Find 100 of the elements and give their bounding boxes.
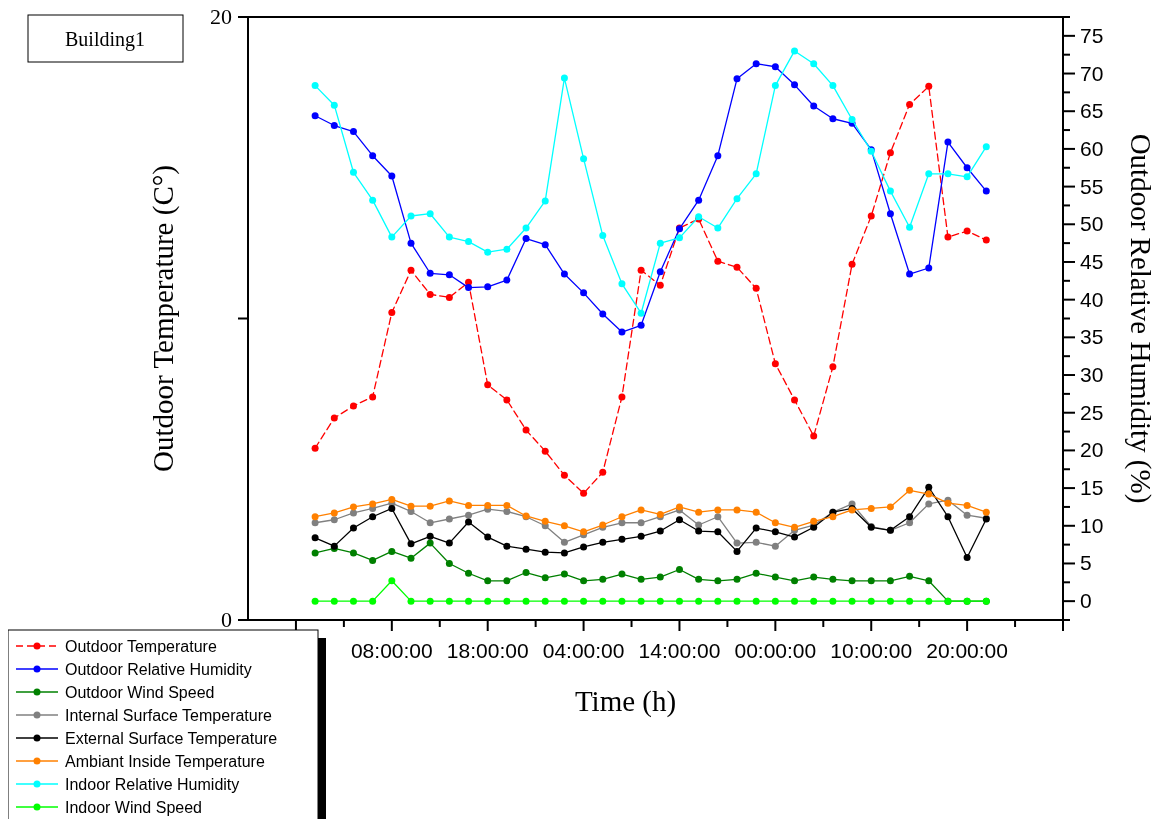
point [714,224,722,232]
point [560,538,568,546]
y2-tick-label: 0 [1080,589,1092,613]
point [618,280,626,288]
point [618,513,626,521]
point [445,539,453,547]
point [349,509,357,517]
y2-tick-label: 5 [1080,551,1092,575]
point [465,518,473,526]
point [771,573,779,581]
point [369,393,377,401]
point [791,577,799,585]
point [484,533,492,541]
point [637,506,645,514]
point [522,569,530,577]
point [944,233,952,241]
point [963,553,971,561]
y2-tick-label: 25 [1080,400,1104,424]
point [637,597,645,605]
point [484,381,492,389]
point [445,497,453,505]
x-tick-label: 20:00:00 [926,639,1008,662]
point [618,597,626,605]
point [560,549,568,557]
point [330,122,338,130]
point [599,575,607,583]
point [388,495,396,503]
legend-label: Indoor Relative Humidity [65,776,240,793]
point [810,432,818,440]
point [656,239,664,247]
point [445,271,453,279]
point [906,486,914,494]
point [791,81,799,89]
point [675,234,683,242]
point [771,519,779,527]
point [503,396,511,404]
point [311,513,319,521]
point [522,235,530,243]
point [829,597,837,605]
x-axis-title: Time (h) [574,685,677,718]
point [618,570,626,578]
point [388,233,396,241]
point [349,524,357,532]
point [407,502,415,510]
y2-tick-label: 35 [1080,325,1104,349]
point [541,447,549,455]
point [369,500,377,508]
point [829,575,837,583]
point [445,293,453,301]
y2-tick-label: 50 [1080,212,1104,236]
point [541,517,549,525]
point [656,527,664,535]
point [752,170,760,178]
point [867,597,875,605]
point [541,197,549,205]
point [637,309,645,317]
point [541,574,549,582]
point [714,257,722,265]
legend-label: Outdoor Relative Humidity [65,661,252,678]
point [311,519,319,527]
point [867,212,875,220]
point [388,172,396,180]
point [906,223,914,231]
point [330,597,338,605]
point [541,548,549,556]
point [963,173,971,181]
point [733,263,741,271]
point [886,210,894,218]
point [733,75,741,83]
point [733,575,741,583]
point [407,239,415,247]
point [522,426,530,434]
point [311,444,319,452]
point [829,513,837,521]
point [771,63,779,71]
point [886,577,894,585]
point [733,597,741,605]
point [963,511,971,519]
point [656,268,664,276]
point [886,503,894,511]
point [599,232,607,240]
point [906,519,914,527]
point [426,269,434,277]
point [503,507,511,515]
point [771,597,779,605]
point [388,504,396,512]
point [752,538,760,546]
point [369,556,377,564]
point [810,102,818,110]
point [886,187,894,195]
point [656,597,664,605]
point [599,597,607,605]
point [445,597,453,605]
point [522,545,530,553]
point [618,328,626,336]
y2-tick-label: 75 [1080,23,1104,47]
y2-tick-label: 60 [1080,136,1104,160]
y2-tick-label: 40 [1080,287,1104,311]
text: Building1 [64,28,146,51]
point [560,597,568,605]
